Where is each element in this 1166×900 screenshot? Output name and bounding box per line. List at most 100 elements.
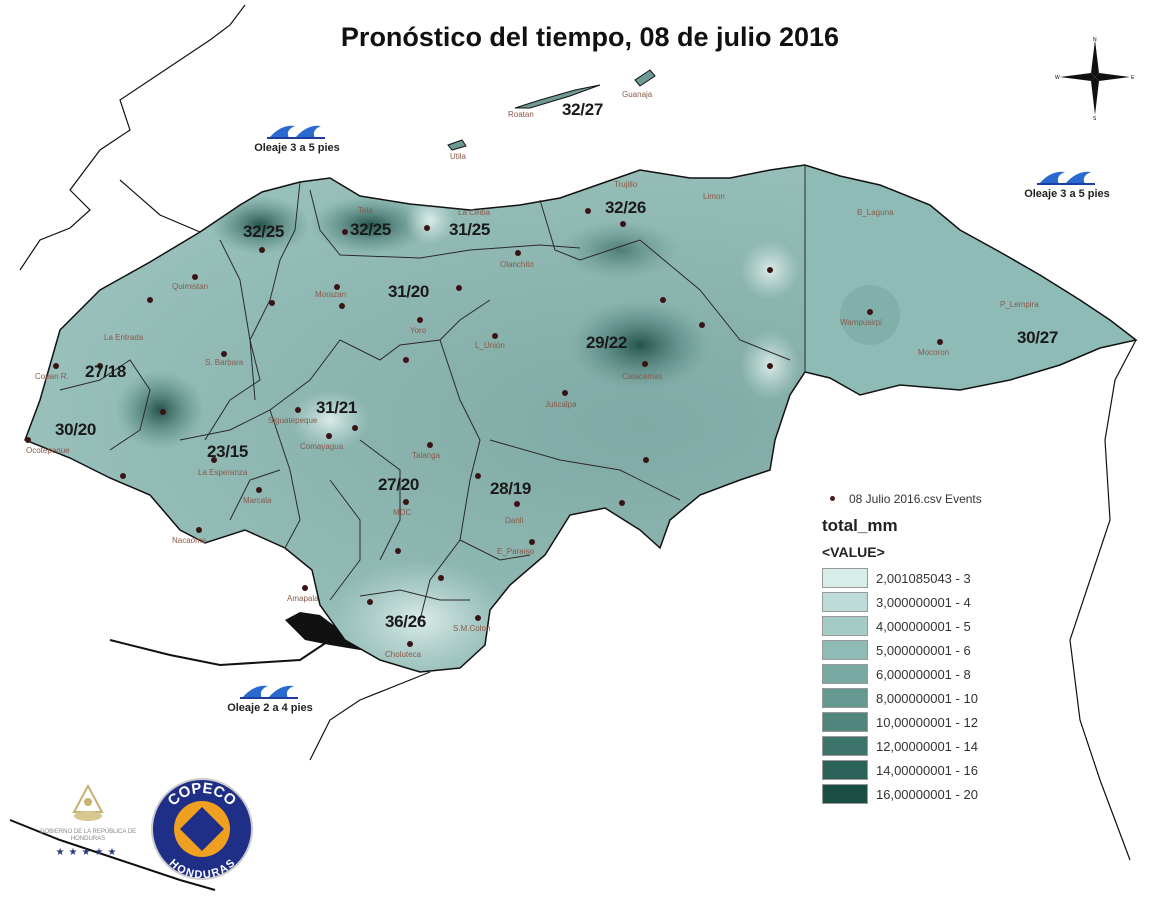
stars-icon: ★★★★★ (55, 847, 121, 858)
city-label: E_Paraiso (497, 547, 534, 556)
wave-icon (1037, 171, 1095, 185)
legend-class: 8,000000001 - 10 (822, 686, 982, 710)
svg-text:W: W (1055, 75, 1060, 81)
legend-swatch (822, 592, 868, 612)
city-label: Olanchito (500, 260, 534, 269)
wave-label: Oleaje 3 a 5 pies (1024, 188, 1110, 200)
legend-class: 10,00000001 - 12 (822, 710, 982, 734)
city-label: Danli (505, 516, 524, 525)
city-label: L_Unión (475, 341, 505, 350)
city-label: Yoro (410, 326, 427, 335)
legend-events: 08 Julio 2016.csv Events (822, 492, 982, 506)
legend-class: 3,000000001 - 4 (822, 590, 982, 614)
city-label: Mocoron (918, 348, 950, 357)
city-label: B_Laguna (857, 208, 894, 217)
legend-class: 12,00000001 - 14 (822, 734, 982, 758)
legend-class-label: 8,000000001 - 10 (876, 690, 978, 706)
temp-label: 29/22 (586, 333, 628, 352)
city-label: Utila (450, 152, 467, 161)
legend-class-label: 6,000000001 - 8 (876, 666, 971, 682)
legend-swatch (822, 712, 868, 732)
legend-class-label: 5,000000001 - 6 (876, 642, 971, 658)
city-label: Siguatepeque (268, 416, 318, 425)
compass-rose-icon: N S W E (1055, 35, 1135, 125)
city-label: Ocotepeque (26, 446, 70, 455)
legend-field: total_mm (822, 516, 898, 535)
legend-swatch (822, 688, 868, 708)
temp-label: 32/25 (350, 220, 392, 239)
wave-forecast-pacifico: Oleaje 2 a 4 pies (195, 682, 345, 714)
city-label: La Ceiba (458, 208, 491, 217)
legend-value-header: <VALUE> (822, 544, 885, 560)
wave-forecast-caribe-oeste: Oleaje 3 a 5 pies (232, 122, 362, 154)
wave-label: Oleaje 3 a 5 pies (254, 142, 340, 154)
legend-class: 2,001085043 - 3 (822, 566, 982, 590)
temp-label: 30/20 (55, 420, 97, 439)
legend-swatch (822, 640, 868, 660)
city-label: Quimistan (172, 282, 209, 291)
city-label: Amapala (287, 594, 319, 603)
city-label: Limon (703, 192, 725, 201)
city-label: Copan R. (35, 372, 69, 381)
legend-class: 5,000000001 - 6 (822, 638, 982, 662)
wave-icon (240, 685, 298, 699)
legend-class: 4,000000001 - 5 (822, 614, 982, 638)
event-dot-icon (830, 496, 835, 501)
city-label: Wampusirpi (840, 318, 882, 327)
government-label: GOBIERNO DE LA REPÚBLICA DE HONDURAS (39, 829, 137, 842)
city-label: P_Lempira (1000, 300, 1039, 309)
legend-class-label: 16,00000001 - 20 (876, 786, 978, 802)
legend-class-label: 2,001085043 - 3 (876, 570, 971, 586)
legend-class-label: 14,00000001 - 16 (876, 762, 978, 778)
city-label: Tela (358, 206, 373, 215)
temp-label: 32/25 (243, 222, 285, 241)
legend-swatch (822, 760, 868, 780)
legend-class-label: 3,000000001 - 4 (876, 594, 971, 610)
guanaja-island (634, 69, 656, 87)
city-label: Talanga (412, 451, 441, 460)
city-label: Roatan (508, 110, 534, 119)
legend-events-label: 08 Julio 2016.csv Events (849, 492, 982, 506)
temp-label: 30/27 (1017, 328, 1059, 347)
government-logo: GOBIERNO DE LA REPÚBLICA DE HONDURAS ★★★… (38, 782, 138, 858)
department-borders (59, 165, 806, 621)
svg-text:S: S (1093, 116, 1097, 120)
map-legend: 08 Julio 2016.csv Events total_mm <VALUE… (822, 492, 982, 806)
temp-label: 31/25 (449, 220, 491, 239)
temp-label: 27/20 (378, 475, 420, 494)
pacific-coast (9, 639, 331, 891)
temp-label: 32/27 (562, 100, 604, 119)
legend-swatch (822, 568, 868, 588)
city-label: Morazan (315, 290, 347, 299)
temp-label: 36/26 (385, 612, 427, 631)
city-label: Nacaome (172, 536, 207, 545)
city-label: Choluteca (385, 650, 422, 659)
wave-icon (267, 125, 325, 139)
legend-class-label: 10,00000001 - 12 (876, 714, 978, 730)
guatemala-coast (19, 4, 246, 271)
copeco-logo: COPECO HONDURAS (150, 777, 254, 886)
legend-swatch (822, 664, 868, 684)
city-label: Trujillo (614, 180, 638, 189)
city-label: Catacamas (622, 372, 663, 381)
temp-label: 31/20 (388, 282, 430, 301)
city-label: MDC (393, 508, 412, 517)
city-label: Juticalpa (545, 400, 577, 409)
city-label: Marcala (243, 496, 272, 505)
legend-class: 14,00000001 - 16 (822, 758, 982, 782)
city-label: La Entrada (104, 333, 144, 342)
temp-label: 27/18 (85, 362, 127, 381)
city-label: La Esperanza (198, 468, 248, 477)
coat-of-arms-icon (72, 783, 104, 821)
legend-class: 16,00000001 - 20 (822, 782, 982, 806)
city-label: S.M.Colon (453, 624, 491, 633)
wave-label: Oleaje 2 a 4 pies (227, 702, 313, 714)
map-title: Pronóstico del tiempo, 08 de julio 2016 (340, 22, 840, 52)
utila-island (447, 139, 467, 151)
legend-class: 6,000000001 - 8 (822, 662, 982, 686)
temp-label: 31/21 (316, 398, 358, 417)
legend-class-label: 4,000000001 - 5 (876, 618, 971, 634)
city-label: Comayagua (300, 442, 344, 451)
city-label: S. Barbara (205, 358, 244, 367)
